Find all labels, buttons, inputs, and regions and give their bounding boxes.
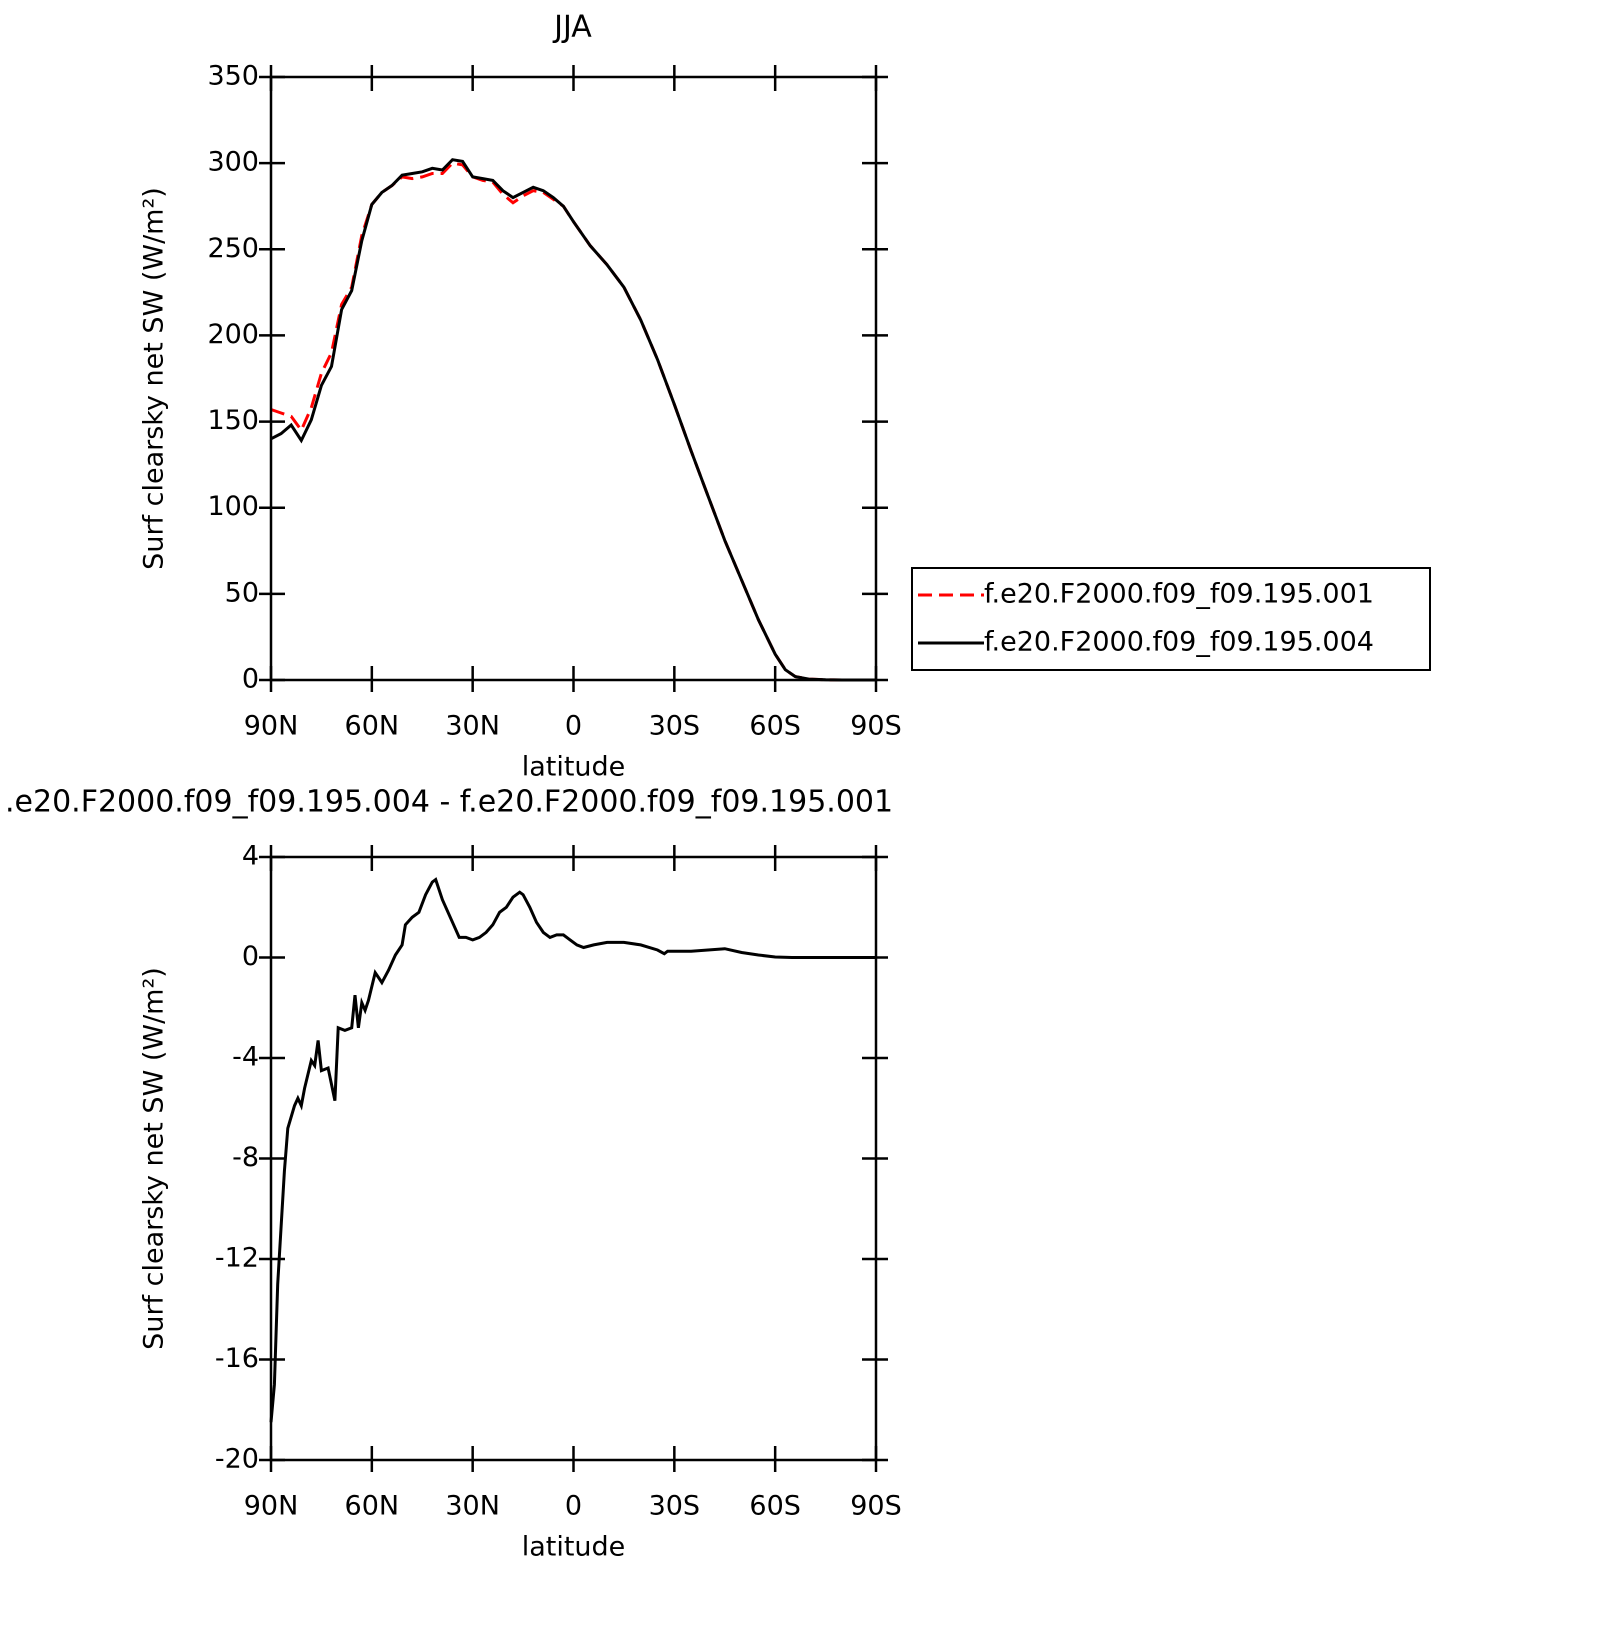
x-tick-label: 30S: [649, 1491, 701, 1522]
x-tick-label: 90N: [244, 711, 299, 742]
y-tick-label: -20: [215, 1444, 259, 1475]
y-tick-label: -4: [232, 1042, 259, 1073]
x-tick-label: 60N: [345, 1491, 400, 1522]
chart-title: JJA: [552, 10, 592, 45]
y-tick-label: 50: [225, 577, 259, 608]
y-tick-label: 250: [207, 233, 259, 264]
chart-title: .e20.F2000.f09_f09.195.004 - f.e20.F2000…: [5, 785, 893, 820]
plot-frame: [269, 75, 878, 682]
x-tick-label: 30N: [445, 711, 500, 742]
y-axis-label: Surf clearsky net SW (W/m²): [139, 967, 170, 1350]
y-tick-label: 200: [207, 319, 259, 350]
x-tick-label: 60S: [749, 711, 801, 742]
legend-box: [911, 567, 1431, 671]
y-tick-label: 350: [207, 61, 259, 92]
plot-frame: [269, 855, 878, 1462]
x-tick-label: 90S: [850, 1491, 902, 1522]
x-tick-label: 30S: [649, 711, 701, 742]
legend-label: f.e20.F2000.f09_f09.195.004: [984, 627, 1374, 658]
x-tick-label: 60S: [749, 1491, 801, 1522]
data-line: [269, 877, 876, 1423]
y-axis-label: Surf clearsky net SW (W/m²): [139, 187, 170, 570]
y-tick-label: 0: [242, 941, 259, 972]
y-tick-label: -12: [215, 1243, 259, 1274]
x-axis-label: latitude: [522, 752, 626, 783]
y-tick-label: 4: [242, 841, 259, 872]
x-tick-label: 60N: [345, 711, 400, 742]
data-line: [270, 158, 876, 682]
x-tick-label: 30N: [445, 1491, 500, 1522]
y-tick-label: -16: [215, 1343, 259, 1374]
y-tick-label: 300: [207, 147, 259, 178]
y-tick-label: 150: [207, 405, 259, 436]
x-axis-label: latitude: [522, 1532, 626, 1563]
x-tick-label: 0: [565, 1491, 582, 1522]
y-tick-label: -8: [232, 1142, 259, 1173]
legend-label: f.e20.F2000.f09_f09.195.001: [984, 579, 1374, 610]
x-tick-label: 0: [565, 711, 582, 742]
x-tick-label: 90S: [850, 711, 902, 742]
y-tick-label: 0: [242, 664, 259, 695]
y-tick-label: 100: [207, 491, 259, 522]
x-tick-label: 90N: [244, 1491, 299, 1522]
